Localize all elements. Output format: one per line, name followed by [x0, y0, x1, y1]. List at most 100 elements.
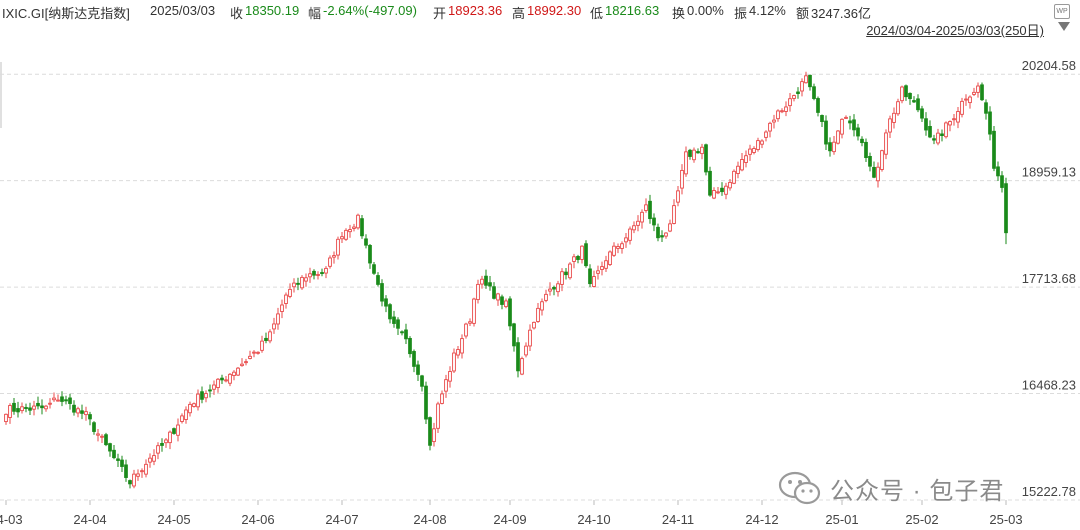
x-tick-label: 24-09	[493, 512, 526, 527]
candle-body-down	[856, 127, 860, 137]
candle-body-up	[504, 300, 508, 308]
candle-body-up	[84, 411, 88, 416]
change-value: -2.64%(-497.09)	[323, 3, 417, 18]
candle-body-up	[804, 75, 808, 84]
candle-body-up	[944, 122, 948, 138]
candle-body-up	[240, 363, 244, 367]
candle-body-down	[40, 405, 44, 409]
candle-body-down	[108, 443, 112, 452]
candle-body-up	[140, 470, 144, 473]
candle-body-up	[672, 205, 676, 224]
candle-body-down	[492, 286, 496, 299]
wp-badge-icon[interactable]: WP	[1054, 4, 1070, 19]
candle-body-down	[264, 337, 268, 341]
candle-body-up	[784, 106, 788, 112]
candle-body-down	[112, 449, 116, 459]
candle-body-up	[520, 358, 524, 375]
wechat-icon	[778, 471, 821, 505]
candle-body-up	[840, 118, 844, 135]
candle-body-up	[256, 351, 260, 354]
candle-body-down	[92, 422, 96, 432]
date-range-selector[interactable]: 2024/03/04-2025/03/03(250日)	[866, 23, 1044, 38]
candle-body-down	[420, 375, 424, 387]
candle-body-up	[972, 91, 976, 95]
ticker-name[interactable]: IXIC.GI[纳斯达克指数]	[2, 6, 130, 21]
candle-body-up	[724, 185, 728, 195]
candle-body-up	[844, 116, 848, 119]
candle-body-up	[48, 402, 52, 405]
candle-body-down	[696, 151, 700, 154]
candle-body-up	[764, 131, 768, 138]
amplitude-value: 4.12%	[749, 3, 786, 18]
candle-body-down	[848, 120, 852, 124]
x-tick-label: 24-11	[662, 512, 694, 527]
candle-body-up	[968, 96, 972, 104]
candle-body-down	[200, 391, 204, 400]
candle-body-down	[28, 407, 32, 411]
candle-body-up	[232, 371, 236, 376]
candle-body-down	[820, 115, 824, 123]
candle-body-down	[380, 283, 384, 302]
candle-body-up	[184, 409, 188, 420]
candle-body-up	[144, 463, 148, 475]
candle-body-up	[468, 321, 472, 324]
amount-label: 额	[796, 6, 810, 21]
candle-body-up	[136, 473, 140, 477]
candle-body-down	[708, 170, 712, 196]
candle-body-down	[516, 342, 520, 372]
candle-body-down	[172, 428, 176, 434]
y-tick-label: 20204.58	[1022, 58, 1076, 73]
candle-body-down	[1004, 183, 1008, 234]
candle-body-up	[472, 298, 476, 324]
candle-body-down	[220, 377, 224, 381]
candle-body-down	[996, 166, 1000, 177]
candle-body-up	[316, 274, 320, 276]
candle-body-down	[400, 331, 404, 334]
candle-body-up	[164, 439, 168, 444]
candle-body-up	[532, 321, 536, 329]
y-tick-label: 16468.23	[1022, 378, 1076, 393]
candle-body-up	[776, 110, 780, 120]
candle-body-up	[348, 229, 352, 233]
candle-body-down	[484, 275, 488, 286]
candle-body-up	[592, 276, 596, 287]
candle-body-up	[744, 155, 748, 163]
candle-body-up	[176, 424, 180, 436]
candle-body-down	[588, 268, 592, 285]
candle-body-down	[68, 397, 72, 404]
watermark-text: 公众号 · 包子君	[830, 477, 1005, 505]
candle-body-down	[408, 337, 412, 355]
candle-body-up	[728, 181, 732, 189]
candle-body-up	[604, 260, 608, 269]
candle-body-up	[736, 165, 740, 174]
candle-body-up	[212, 384, 216, 390]
close-label: 收	[230, 6, 244, 21]
open-value: 18923.36	[448, 3, 503, 18]
candle-body-up	[332, 255, 336, 258]
candle-body-up	[976, 85, 980, 93]
candle-body-up	[716, 191, 720, 194]
candle-body-up	[664, 232, 668, 237]
candle-body-up	[260, 340, 264, 351]
candle-body-up	[180, 415, 184, 422]
candle-body-up	[636, 220, 640, 226]
candle-body-up	[936, 132, 940, 144]
candle-body-up	[148, 457, 152, 463]
candle-body-up	[436, 403, 440, 429]
candle-body-up	[676, 190, 680, 203]
candle-body-down	[320, 272, 324, 274]
quote-date: 2025/03/03	[150, 3, 216, 18]
high-label: 高	[512, 6, 526, 21]
candle-body-down	[584, 243, 588, 267]
candle-body-up	[280, 304, 284, 312]
candle-body-up	[780, 110, 784, 113]
dropdown-arrow-icon[interactable]	[1058, 22, 1070, 31]
candle-body-down	[576, 256, 580, 260]
turnover-value: 0.00%	[687, 3, 724, 18]
candle-body-up	[668, 223, 672, 232]
candle-body-up	[692, 149, 696, 161]
candle-body-up	[740, 159, 744, 171]
candle-body-up	[600, 266, 604, 270]
candle-body-up	[752, 148, 756, 153]
